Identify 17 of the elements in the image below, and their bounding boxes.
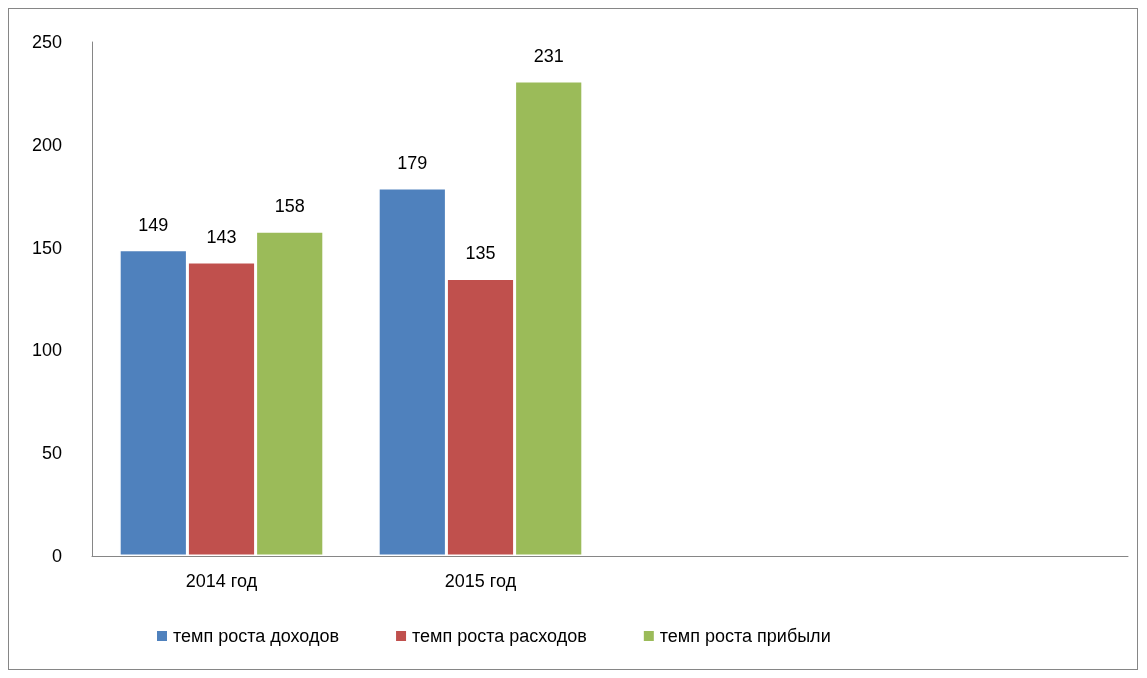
legend-label: темп роста доходов	[173, 626, 340, 646]
y-tick-label: 0	[51, 546, 62, 566]
y-tick-label: 150	[31, 237, 62, 258]
data-label: 231	[533, 46, 564, 67]
y-tick-label: 100	[31, 340, 62, 361]
y-tick-label: 250	[31, 32, 62, 52]
data-label: 179	[397, 152, 428, 173]
y-tick-label: 50	[41, 443, 62, 464]
x-tick-label: 2014 год	[185, 571, 258, 591]
legend-label: темп роста прибыли	[659, 626, 831, 646]
y-tick-label: 200	[31, 134, 62, 155]
data-label: 158	[274, 196, 305, 217]
data-label: 143	[206, 226, 237, 247]
x-tick-label: 2015 год	[444, 571, 517, 591]
data-label: 135	[465, 243, 496, 264]
legend-label: темп роста расходов	[412, 626, 587, 646]
data-label: 149	[138, 214, 169, 235]
